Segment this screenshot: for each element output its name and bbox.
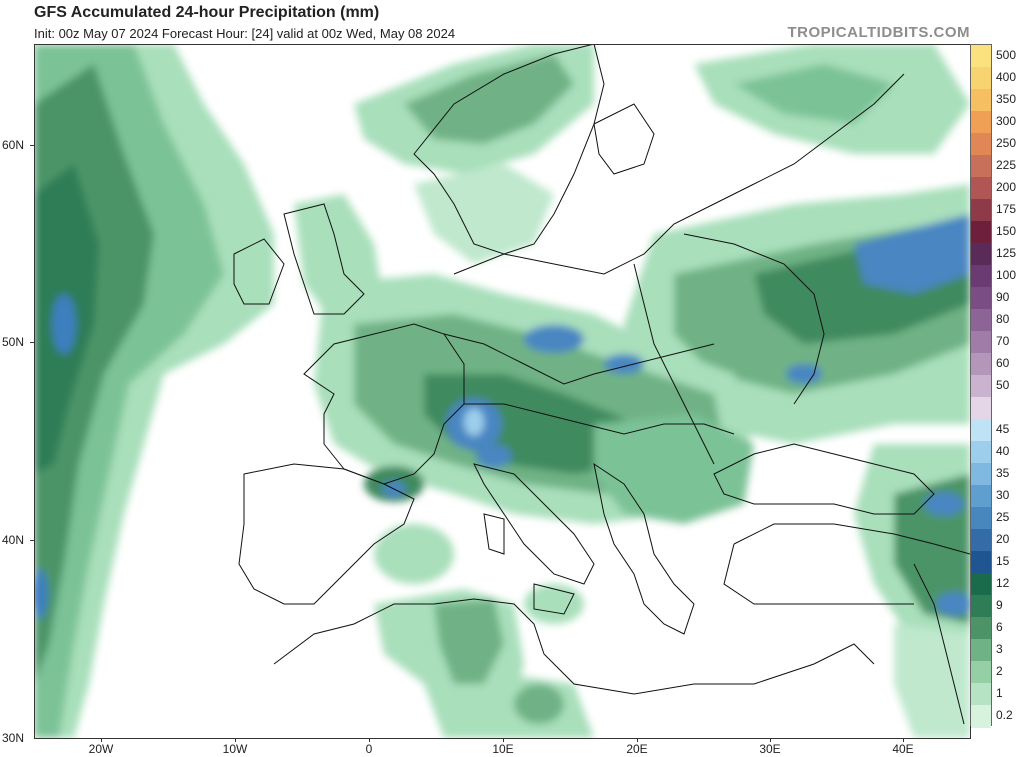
lat-tick [30, 342, 34, 343]
colorbar-swatch [971, 397, 991, 420]
colorbar-label: 6 [996, 620, 1003, 634]
colorbar-swatch [971, 221, 991, 244]
colorbar-swatch [971, 243, 991, 266]
colorbar-label: 350 [996, 92, 1017, 106]
lon-tick [235, 738, 236, 742]
colorbar-label: 60 [996, 356, 1010, 370]
colorbar-swatch [971, 485, 991, 508]
colorbar-label: 125 [996, 246, 1017, 260]
colorbar-label: 250 [996, 136, 1017, 150]
brand-watermark: TROPICALTIDBITS.COM [787, 24, 970, 41]
colorbar-label: 15 [996, 554, 1010, 568]
colorbar-swatch [971, 463, 991, 486]
lon-label-10e: 10E [492, 742, 514, 756]
lon-tick [770, 738, 771, 742]
lon-label-20w: 20W [88, 742, 114, 756]
colorbar-label: 0.2 [996, 708, 1013, 722]
colorbar-swatch [971, 67, 991, 90]
colorbar-label: 35 [996, 466, 1010, 480]
lat-label-40n: 40N [2, 533, 25, 547]
colorbar-label: 30 [996, 488, 1010, 502]
colorbar-label: 300 [996, 114, 1017, 128]
lat-label-50n: 50N [2, 335, 25, 349]
colorbar-swatch [971, 45, 991, 68]
precipitation-colorbar [970, 44, 992, 728]
colorbar-label: 70 [996, 334, 1010, 348]
colorbar-label: 150 [996, 224, 1017, 238]
colorbar-label: 225 [996, 158, 1017, 172]
colorbar-swatch [971, 661, 991, 684]
lat-label-30n: 30N [2, 731, 25, 745]
lon-tick [637, 738, 638, 742]
colorbar-label: 3 [996, 642, 1003, 656]
colorbar-swatch [971, 639, 991, 662]
colorbar-swatch [971, 375, 991, 398]
colorbar-swatch [971, 331, 991, 354]
colorbar-label: 80 [996, 312, 1010, 326]
lon-label-30e: 30E [759, 742, 781, 756]
lon-tick [503, 738, 504, 742]
colorbar-swatch [971, 265, 991, 288]
colorbar-label: 50 [996, 378, 1010, 392]
colorbar-label: 2 [996, 664, 1003, 678]
colorbar-swatch [971, 111, 991, 134]
precipitation-map [34, 44, 970, 738]
colorbar-label: 500 [996, 48, 1017, 62]
colorbar-label: 12 [996, 576, 1010, 590]
lat-label-60n: 60N [2, 138, 25, 152]
colorbar-swatch [971, 617, 991, 640]
colorbar-swatch [971, 353, 991, 376]
colorbar-label: 40 [996, 444, 1010, 458]
colorbar-swatch [971, 89, 991, 112]
coastlines [233, 44, 970, 725]
colorbar-label: 400 [996, 70, 1017, 84]
lon-label-10w: 10W [222, 742, 248, 756]
colorbar-swatch [971, 133, 991, 156]
lon-tick [369, 738, 370, 742]
lon-label-0: 0 [365, 742, 373, 756]
colorbar-label: 9 [996, 598, 1003, 612]
colorbar-swatch [971, 177, 991, 200]
colorbar-label: 100 [996, 268, 1017, 282]
colorbar-swatch [971, 419, 991, 442]
colorbar-label: 1 [996, 686, 1003, 700]
lat-tick [30, 540, 34, 541]
colorbar-swatch [971, 529, 991, 552]
lon-label-40e: 40E [892, 742, 914, 756]
colorbar-label: 200 [996, 180, 1017, 194]
colorbar-swatch [971, 199, 991, 222]
lon-tick [903, 738, 904, 742]
colorbar-label: 45 [996, 422, 1010, 436]
colorbar-label: 90 [996, 290, 1010, 304]
colorbar-swatch [971, 309, 991, 332]
forecast-info: Init: 00z May 07 2024 Forecast Hour: [24… [34, 26, 456, 41]
colorbar-swatch [971, 705, 991, 728]
colorbar-label: 25 [996, 510, 1010, 524]
colorbar-swatch [971, 441, 991, 464]
precipitation-field [34, 44, 970, 738]
colorbar-label: 175 [996, 202, 1017, 216]
colorbar-swatch [971, 287, 991, 310]
lon-tick [101, 738, 102, 742]
colorbar-swatch [971, 507, 991, 530]
colorbar-swatch [971, 551, 991, 574]
lon-label-20e: 20E [626, 742, 648, 756]
colorbar-swatch [971, 155, 991, 178]
colorbar-swatch [971, 573, 991, 596]
colorbar-swatch [971, 683, 991, 706]
lat-tick [30, 145, 34, 146]
colorbar-label: 20 [996, 532, 1010, 546]
colorbar-swatch [971, 595, 991, 618]
chart-title: GFS Accumulated 24-hour Precipitation (m… [34, 4, 380, 21]
